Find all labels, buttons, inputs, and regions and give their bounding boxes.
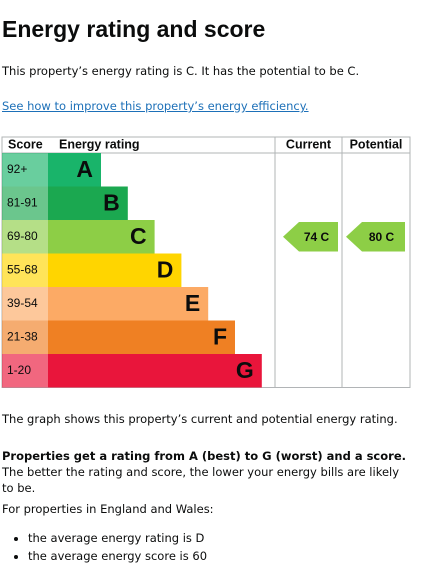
score-cell xyxy=(2,320,48,354)
rating-arrow xyxy=(283,222,338,252)
score-cell xyxy=(2,186,48,220)
averages: the average energy rating is D the avera… xyxy=(2,529,207,565)
average-item: the average energy rating is D xyxy=(28,529,207,547)
score-cell xyxy=(2,153,48,187)
score-cell xyxy=(2,253,48,287)
intro: This property’s energy rating is C. It h… xyxy=(2,64,360,78)
rating-note: Properties get a rating from A (best) to… xyxy=(2,448,414,496)
rating-arrow-label: 80 C xyxy=(369,230,395,244)
band-bar xyxy=(48,287,209,321)
score-cell xyxy=(2,220,48,254)
score-cell xyxy=(2,287,48,321)
band-letter: E xyxy=(185,290,200,316)
region-intro: For properties in England and Wales: xyxy=(2,502,214,516)
band-score: 81-91 xyxy=(7,195,38,209)
improve-link[interactable]: See how to improve this property’s energ… xyxy=(2,99,309,113)
band-score: 21-38 xyxy=(7,329,38,343)
band-letter: C xyxy=(130,223,147,249)
rating-arrow xyxy=(346,222,405,252)
band-score: 69-80 xyxy=(7,229,38,243)
band-letter: G xyxy=(236,357,254,383)
band-score: 92+ xyxy=(7,162,27,176)
band-bar xyxy=(48,153,101,187)
band-bar xyxy=(48,253,182,287)
band-bar xyxy=(48,220,155,254)
rating-arrow-label: 74 C xyxy=(304,230,330,244)
explanation: The graph shows this property’s current … xyxy=(2,412,398,426)
rating-note-rest: The better the rating and score, the low… xyxy=(2,465,400,495)
band-score: 39-54 xyxy=(7,296,38,310)
band-letter: D xyxy=(157,256,174,282)
average-item: the average energy score is 60 xyxy=(28,547,207,565)
header-current: Current xyxy=(286,137,332,151)
band-bar xyxy=(48,354,262,388)
band-bar xyxy=(48,320,235,354)
band-bar xyxy=(48,186,128,220)
rating-graph: Score Energy rating Current Potential 92+ A 81… xyxy=(1,136,411,388)
header-rating: Energy rating xyxy=(59,137,140,151)
band-score: 55-68 xyxy=(7,262,38,276)
header-score: Score xyxy=(8,137,43,151)
rating-note-bold: Properties get a rating from A (best) to… xyxy=(2,449,406,463)
score-cell xyxy=(2,354,48,388)
band-letter: F xyxy=(213,323,227,349)
band-letter: A xyxy=(76,156,93,182)
band-score: 1-20 xyxy=(7,363,31,377)
title: Energy rating and score xyxy=(2,16,266,42)
band-letter: B xyxy=(103,189,120,215)
header-potential: Potential xyxy=(350,137,403,151)
